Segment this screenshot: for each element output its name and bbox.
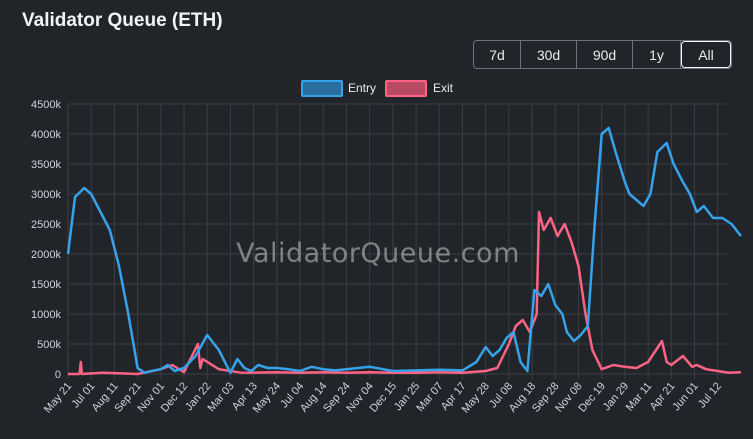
exit-series-line	[68, 210, 741, 376]
y-tick-label: 4500k	[31, 99, 61, 111]
range-1y-button[interactable]: 1y	[633, 41, 681, 68]
chart-title: Validator Queue (ETH)	[22, 10, 223, 31]
grid-lines	[67, 103, 727, 379]
legend: Entry Exit	[301, 80, 454, 97]
y-tick-label: 3000k	[31, 189, 61, 201]
y-tick-label: 500k	[37, 339, 61, 351]
x-tick-label: Jun 01	[670, 380, 700, 413]
y-tick-label: 2000k	[31, 249, 61, 261]
y-tick-label: 0	[55, 369, 61, 381]
legend-exit-label[interactable]: Exit	[433, 81, 454, 95]
legend-entry-swatch[interactable]	[301, 80, 343, 97]
y-tick-label: 4000k	[31, 129, 61, 141]
legend-entry-label[interactable]: Entry	[348, 81, 376, 95]
series-lines	[66, 126, 742, 376]
y-axis-ticks: 0 500k 1000k 1500k 2000k 2500k 3000k 3500k 4000k…	[31, 99, 61, 381]
y-tick-label: 2500k	[31, 219, 61, 231]
x-tick-label: Jul 12	[696, 380, 724, 410]
watermark-text: ValidatorQueue.com	[236, 238, 520, 269]
range-30d-button[interactable]: 30d	[521, 41, 577, 68]
x-tick-label: May 21	[42, 380, 74, 415]
y-tick-label: 1500k	[31, 279, 61, 291]
y-tick-label: 3500k	[31, 159, 61, 171]
legend-exit-swatch[interactable]	[385, 80, 427, 97]
range-7d-button[interactable]: 7d	[474, 41, 521, 68]
x-tick-label: Mar 11	[624, 380, 655, 413]
y-tick-label: 1000k	[31, 309, 61, 321]
entry-series-line	[66, 126, 742, 375]
range-90d-button[interactable]: 90d	[577, 41, 633, 68]
range-all-button[interactable]: All	[681, 41, 731, 68]
time-range-selector: 7d 30d 90d 1y All	[473, 40, 732, 69]
